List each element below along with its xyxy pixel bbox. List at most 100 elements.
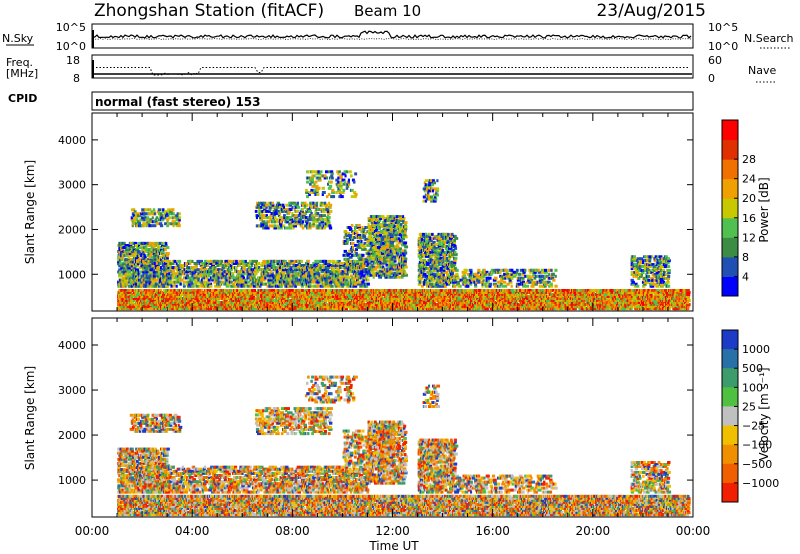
heatmap-cell bbox=[360, 295, 363, 298]
heatmap-cell bbox=[246, 295, 251, 298]
nsky-trace bbox=[92, 30, 692, 39]
heatmap-cell bbox=[571, 303, 575, 307]
heatmap-cell bbox=[320, 301, 324, 305]
heatmap-cell bbox=[399, 307, 403, 311]
heatmap-cell bbox=[456, 293, 459, 296]
heatmap-cell bbox=[450, 293, 453, 296]
heatmap-cell bbox=[520, 289, 524, 292]
heatmap-cell bbox=[615, 303, 619, 307]
heatmap-cell bbox=[405, 301, 408, 305]
heatmap-cell bbox=[608, 305, 613, 309]
heatmap-cell bbox=[481, 297, 484, 300]
heatmap-cell bbox=[189, 297, 192, 300]
heatmap-cell bbox=[562, 307, 567, 311]
heatmap-cell bbox=[190, 305, 194, 309]
heatmap-cell bbox=[621, 293, 625, 296]
heatmap-cell bbox=[523, 305, 527, 309]
nsearch-tick-bottom: 10^0 bbox=[708, 40, 738, 53]
heatmap-cell bbox=[131, 307, 135, 311]
heatmap-cell bbox=[477, 305, 481, 309]
heatmap-cell bbox=[579, 291, 584, 294]
heatmap-cell bbox=[446, 291, 449, 294]
heatmap-cell bbox=[535, 289, 540, 292]
heatmap-cell bbox=[432, 305, 435, 309]
heatmap-cell bbox=[413, 293, 417, 296]
heatmap-cell bbox=[556, 307, 559, 311]
heatmap-cell bbox=[419, 303, 423, 307]
heatmap-cell bbox=[161, 303, 164, 307]
heatmap-cell bbox=[191, 297, 195, 300]
heatmap-cell bbox=[244, 295, 247, 298]
heatmap-cell bbox=[529, 289, 533, 292]
heatmap-cell bbox=[475, 293, 479, 296]
heatmap-cell bbox=[492, 299, 495, 302]
heatmap-cell bbox=[285, 305, 288, 309]
heatmap-cell bbox=[159, 289, 163, 292]
heatmap-cell bbox=[386, 303, 390, 307]
heatmap-cell bbox=[497, 289, 500, 292]
heatmap-cell bbox=[409, 293, 412, 296]
heatmap-cell bbox=[446, 299, 450, 302]
heatmap-cell bbox=[446, 303, 451, 307]
heatmap-cell bbox=[445, 297, 448, 300]
heatmap-cell bbox=[190, 299, 194, 302]
heatmap-cell bbox=[589, 305, 593, 309]
heatmap-cell bbox=[341, 307, 345, 311]
heatmap-cell bbox=[543, 291, 547, 294]
heatmap-cell bbox=[412, 297, 415, 300]
heatmap-cell bbox=[622, 299, 626, 302]
heatmap-cell bbox=[365, 295, 368, 298]
nave-tick-top: 60 bbox=[708, 54, 722, 67]
heatmap-cell bbox=[615, 305, 618, 309]
heatmap-cell bbox=[614, 301, 618, 305]
heatmap-cell bbox=[345, 305, 349, 309]
heatmap-cell bbox=[212, 299, 215, 302]
heatmap-cell bbox=[498, 297, 501, 300]
heatmap-cell bbox=[506, 289, 509, 292]
heatmap-cell bbox=[602, 289, 605, 292]
heatmap-cell bbox=[554, 295, 557, 298]
heatmap-cell bbox=[378, 295, 381, 298]
heatmap-cell bbox=[239, 305, 243, 309]
heatmap-cell bbox=[514, 305, 518, 309]
heatmap-cell bbox=[550, 289, 554, 292]
heatmap-cell bbox=[495, 301, 499, 305]
heatmap-cell bbox=[252, 295, 256, 298]
heatmap-cell bbox=[384, 307, 388, 311]
heatmap-cell bbox=[596, 293, 599, 296]
heatmap-cell bbox=[349, 289, 352, 292]
heatmap-cell bbox=[525, 295, 529, 298]
heatmap-cell bbox=[357, 299, 361, 302]
heatmap-cell bbox=[615, 289, 619, 292]
heatmap-cell bbox=[412, 291, 416, 294]
heatmap-cell bbox=[541, 301, 545, 305]
heatmap-cell bbox=[158, 293, 162, 296]
heatmap-cell bbox=[155, 303, 158, 307]
heatmap-cell bbox=[373, 299, 376, 302]
heatmap-cell bbox=[335, 303, 339, 307]
heatmap-cell bbox=[178, 295, 183, 298]
heatmap-cell bbox=[369, 301, 374, 305]
heatmap-cell bbox=[419, 305, 424, 309]
heatmap-cell bbox=[159, 303, 163, 307]
heatmap-cell bbox=[320, 299, 324, 302]
heatmap-cell bbox=[495, 303, 499, 307]
heatmap-cell bbox=[126, 297, 129, 300]
heatmap-cell bbox=[616, 297, 619, 300]
heatmap-cell bbox=[216, 301, 219, 305]
heatmap-cell bbox=[209, 301, 212, 305]
heatmap-cell bbox=[460, 307, 463, 311]
heatmap-cell bbox=[362, 301, 366, 305]
heatmap-cell bbox=[273, 303, 277, 307]
heatmap-cell bbox=[235, 291, 239, 294]
heatmap-cell bbox=[335, 301, 339, 305]
heatmap-cell bbox=[348, 301, 352, 305]
nsearch-trace bbox=[92, 38, 692, 40]
heatmap-cell bbox=[443, 289, 446, 292]
heatmap-cell bbox=[548, 305, 551, 309]
heatmap-cell bbox=[163, 307, 166, 311]
heatmap-cell bbox=[153, 289, 156, 292]
heatmap-cell bbox=[134, 291, 138, 294]
heatmap-cell bbox=[267, 301, 271, 305]
heatmap-cell bbox=[183, 289, 187, 292]
